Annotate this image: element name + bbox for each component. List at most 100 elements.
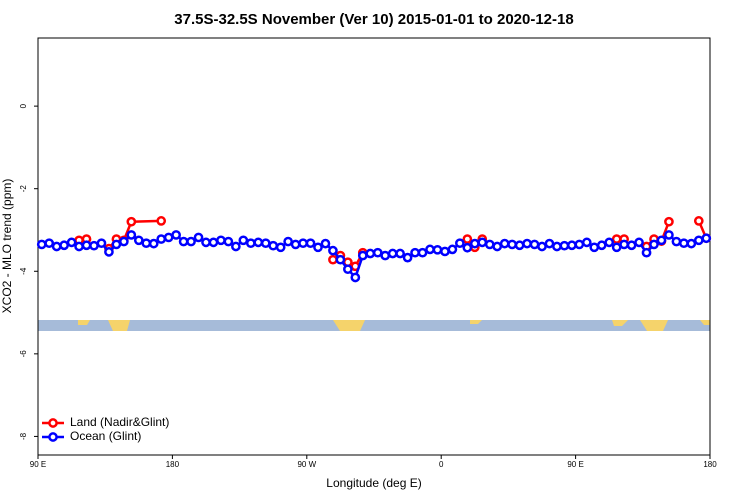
point [290,239,301,250]
point [425,244,435,255]
point [611,234,622,244]
point [328,245,338,256]
point [432,244,443,255]
map-strip [38,320,710,331]
legend-marker [48,418,58,428]
point [163,232,174,243]
point [559,240,570,251]
point [253,237,264,248]
legend-marker [48,432,58,442]
point [193,232,204,243]
point [410,247,420,258]
point [201,237,211,248]
point [492,241,503,252]
point [574,239,585,250]
point [529,239,540,250]
point [664,216,674,227]
point [484,239,495,250]
land-patches [78,320,710,331]
point [238,235,249,246]
y-tick-label: 0 [19,103,28,108]
point [335,254,346,265]
point [208,237,219,248]
y-tick-label: -2 [19,185,28,193]
point [320,238,331,249]
x-tick-label: 90 E [567,460,583,469]
x-tick-label: 180 [703,460,717,469]
point [283,236,293,247]
legend: Land (Nadir&Glint)Ocean (Glint) [42,415,169,443]
x-tick-label: 180 [166,460,180,469]
point [305,238,316,249]
point [74,241,84,252]
point [589,242,600,253]
point [36,239,47,250]
point [596,240,607,251]
point [81,240,92,251]
point [634,237,644,248]
point [626,240,637,251]
point [111,239,122,250]
point [499,238,510,249]
point [462,234,473,244]
y-tick-label: -4 [19,267,28,275]
point [514,240,525,251]
point [380,250,391,261]
point [440,246,450,257]
point [126,230,137,240]
point [365,248,376,259]
point [372,247,383,258]
point [469,238,480,249]
point [141,238,152,249]
point [567,240,577,251]
point [447,244,458,255]
point [275,242,286,253]
point [671,236,682,247]
point [148,238,159,249]
point [611,242,622,253]
point [156,216,167,226]
point [89,240,99,251]
point [544,238,555,249]
point [656,235,667,246]
point [604,237,615,248]
x-tick-label: 90 E [30,460,46,469]
point [619,239,629,250]
point [350,272,361,283]
x-tick-label: 90 W [297,460,316,469]
point [328,254,338,265]
legend-label: Land (Nadir&Glint) [70,415,169,429]
point [126,216,137,227]
point [223,236,234,247]
point [260,238,271,249]
point [581,237,592,248]
point [552,241,562,252]
point [679,238,689,249]
point [171,230,181,240]
point [387,248,398,259]
point [313,242,323,253]
point [537,241,547,252]
point [395,248,405,259]
point [693,235,704,246]
point [156,234,167,244]
point [693,216,704,226]
chart-title: 37.5S-32.5S November (Ver 10) 2015-01-01… [174,11,573,28]
point [462,242,473,253]
point [402,252,413,263]
legend-label: Ocean (Glint) [70,429,141,443]
point [119,236,129,247]
point [133,235,144,246]
point [178,236,189,247]
point [59,240,69,251]
y-tick-label: -6 [19,350,28,358]
point [96,238,107,249]
x-axis-label: Longitude (deg E) [326,476,421,490]
point [298,238,308,249]
point [51,241,62,252]
point [231,241,241,252]
point [343,264,353,275]
point [245,238,256,249]
point [268,240,279,251]
